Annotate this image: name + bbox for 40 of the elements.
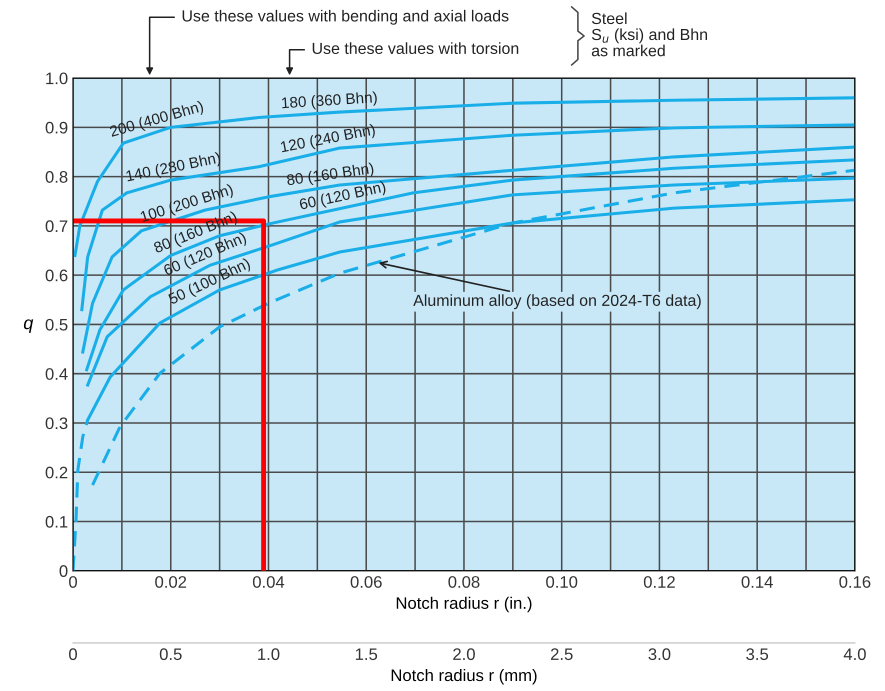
y-tick-label: 1.0 [46, 72, 68, 84]
annotation: 200 (400 Bhn) [109, 100, 205, 140]
y-tick-label: 0.3 [46, 417, 68, 430]
text: Steel S$_{u}$ (ksi) and Bhn as marked [592, 12, 708, 56]
x-tick-label: 0.08 [448, 576, 480, 588]
x2-tick-label: 3.5 [746, 648, 768, 660]
text: Use these values with torsion [312, 42, 518, 54]
x-tick-label: 0.06 [350, 576, 382, 588]
y-tick-label: 0.5 [46, 318, 68, 331]
x-tick-label: 0 [69, 576, 77, 588]
x2-tick-label: 2.5 [550, 648, 573, 660]
text: Use these values with bending and axial loads [182, 10, 508, 25]
x-tick-label: 0.10 [546, 576, 578, 588]
x2-tick-label: 2.0 [453, 648, 475, 660]
x2-axis-title: Notch radius r (mm) [392, 668, 537, 684]
y-tick-label: 0.7 [46, 220, 68, 232]
x2-tick-label: 3.0 [648, 648, 670, 660]
y-tick-label: 0.1 [46, 516, 68, 528]
y-tick-label: 0.4 [46, 368, 68, 380]
y-tick-label: 0.6 [46, 270, 68, 282]
x2-tick-label: 0.5 [160, 648, 182, 660]
x-tick-label: 0.16 [839, 576, 870, 588]
y-tick-label: 0.9 [46, 122, 68, 134]
x2-tick-label: 4.0 [844, 648, 866, 660]
x-tick-label: 0.12 [644, 576, 675, 588]
x-tick-label: 0.04 [252, 576, 284, 588]
y-tick-label: 0 [60, 565, 68, 577]
x2-tick-label: 0 [69, 648, 77, 660]
y-tick-label: 0.2 [46, 466, 68, 478]
annotation: 180 (360 Bhn) [282, 91, 378, 112]
annotation: 140 (280 Bhn) [126, 152, 222, 184]
x2-tick-label: 1.0 [258, 648, 280, 660]
annotation: 120 (240 Bhn) [280, 123, 376, 156]
x-tick-label: 0.02 [155, 576, 186, 588]
y-tick-label: 0.8 [46, 171, 68, 183]
annotation: Aluminum alloy (based on 2024-T6 data) [413, 294, 701, 310]
y-axis-title: q [24, 319, 34, 333]
x-axis-title: Notch radius r (in.) [396, 596, 532, 612]
x2-tick-label: 1.5 [356, 648, 378, 660]
x-tick-label: 0.14 [742, 576, 773, 588]
